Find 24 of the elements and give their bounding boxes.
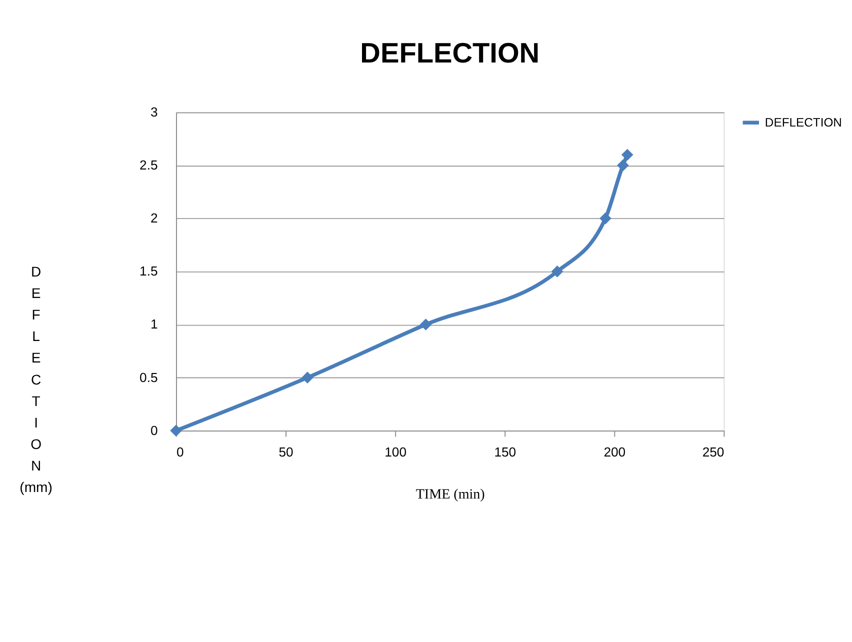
x-tick-label: 0 bbox=[176, 444, 184, 460]
y-tick-label: 2.5 bbox=[140, 158, 158, 173]
y-tick-label: 2 bbox=[150, 210, 158, 226]
point bbox=[600, 212, 612, 224]
x-tick-label: 200 bbox=[604, 444, 626, 460]
x-tick-label: 100 bbox=[384, 444, 406, 460]
point bbox=[551, 266, 564, 278]
y-tick-label: 1 bbox=[150, 316, 158, 332]
x-tick-label: 250 bbox=[702, 444, 724, 460]
chart-title: DEFLECTION bbox=[360, 38, 540, 69]
y-tick-label: 1.5 bbox=[140, 264, 158, 279]
point bbox=[420, 318, 432, 330]
point bbox=[621, 148, 634, 161]
point bbox=[170, 424, 182, 437]
point bbox=[617, 159, 629, 172]
point bbox=[302, 372, 314, 384]
text: DEFLECTION (mm) bbox=[20, 264, 52, 495]
y-tick-label: 0 bbox=[150, 422, 158, 438]
x-tick-label: 150 bbox=[494, 444, 516, 460]
legend-label: DEFLECTION bbox=[764, 115, 842, 130]
x-axis-title: TIME (min) bbox=[416, 486, 486, 502]
y-tick-label: 3 bbox=[150, 104, 158, 120]
x-tick-label: 50 bbox=[278, 444, 294, 460]
y-tick-label: 0.5 bbox=[140, 370, 158, 385]
